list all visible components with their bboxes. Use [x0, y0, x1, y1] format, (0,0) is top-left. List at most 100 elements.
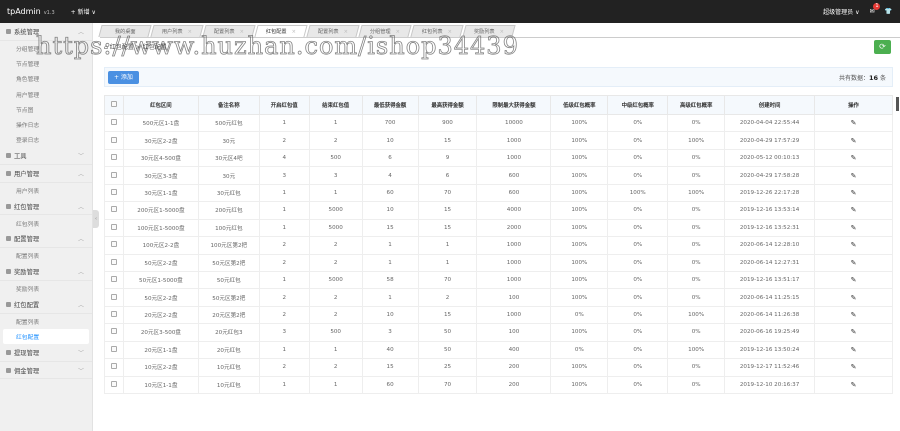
- edit-icon[interactable]: ✎: [850, 119, 857, 128]
- table-cell: 20元区2-2盘: [122, 305, 199, 325]
- scrollbar[interactable]: [896, 97, 899, 111]
- tab[interactable]: 红包配置 ×: [254, 25, 308, 37]
- table-cell: 1: [308, 375, 363, 395]
- sidebar-item[interactable]: 配置列表: [16, 254, 40, 261]
- table-row: 20元区3-500盘 20元红包3 3 500 3 50 100 100% 0% 0% 2020-0…: [104, 323, 893, 342]
- sidebar-item[interactable]: 分组管理: [16, 46, 40, 53]
- table-row: 50元区2-2盘 50元区第2把 2 2 1 2 100 100% 0% 0% 2020-06-14…: [104, 288, 893, 307]
- sidebar-item[interactable]: 用户列表: [16, 188, 40, 195]
- edit-icon[interactable]: ✎: [850, 380, 857, 389]
- row-checkbox[interactable]: [110, 171, 117, 178]
- table-cell: 30元区4吧: [197, 148, 260, 168]
- row-checkbox[interactable]: [110, 363, 117, 370]
- sidebar-collapse-handle[interactable]: ‹: [93, 210, 99, 228]
- edit-icon[interactable]: ✎: [850, 363, 857, 372]
- user-menu[interactable]: 超级管理员 ∨: [823, 9, 860, 16]
- tab[interactable]: 我的桌面: [98, 25, 152, 37]
- close-icon[interactable]: ×: [343, 29, 348, 35]
- message-icon[interactable]: ✉ 1: [869, 3, 881, 15]
- edit-icon[interactable]: ✎: [850, 171, 857, 180]
- edit-icon[interactable]: ✎: [850, 206, 857, 215]
- close-icon[interactable]: ×: [239, 29, 244, 35]
- row-checkbox[interactable]: [110, 311, 117, 318]
- sidebar-group[interactable]: 系统管理 ︿: [0, 23, 92, 41]
- sidebar-item[interactable]: 角色管理: [16, 77, 40, 84]
- row-checkbox[interactable]: [110, 276, 117, 283]
- close-icon[interactable]: ×: [291, 29, 296, 35]
- row-checkbox[interactable]: [110, 119, 117, 126]
- refresh-button[interactable]: ⟳: [874, 40, 891, 54]
- new-menu-button[interactable]: + 新增 ∨: [70, 9, 96, 16]
- row-checkbox[interactable]: [110, 293, 117, 300]
- brand-logo[interactable]: tpAdmin v1.3: [7, 7, 55, 16]
- table-row: 200元区1-5000盘 200元红包 1 5000 10 15 4000 100% 0% 0% 2…: [104, 201, 893, 220]
- sidebar-item[interactable]: 红包列表: [16, 221, 40, 228]
- sidebar-item[interactable]: 奖励列表: [16, 287, 40, 294]
- sidebar-item[interactable]: 配置列表: [16, 319, 40, 326]
- table-cell: 100%: [550, 148, 609, 168]
- edit-icon[interactable]: ✎: [850, 223, 857, 232]
- edit-icon[interactable]: ✎: [850, 345, 857, 354]
- row-checkbox[interactable]: [110, 241, 117, 248]
- sidebar-item[interactable]: 节点管理: [16, 61, 40, 68]
- row-checkbox[interactable]: [110, 328, 117, 335]
- edit-icon[interactable]: ✎: [850, 311, 857, 320]
- tab[interactable]: 分组管理 ×: [358, 25, 412, 37]
- tab[interactable]: 配置列表 ×: [202, 25, 256, 37]
- checkbox-cell: [104, 218, 124, 238]
- sidebar-group[interactable]: 配置管理 ︿: [0, 231, 92, 249]
- sidebar-item[interactable]: 登录日志: [16, 138, 40, 145]
- close-icon[interactable]: ×: [395, 29, 400, 35]
- row-checkbox[interactable]: [110, 223, 117, 230]
- row-checkbox[interactable]: [110, 206, 117, 213]
- edit-icon[interactable]: ✎: [850, 276, 857, 285]
- action-bar: + 添加 共有数据：16 条: [104, 67, 893, 87]
- menu-icon: [6, 302, 11, 308]
- table-cell: 5000: [308, 270, 363, 290]
- sidebar-group[interactable]: 奖励管理 ︿: [0, 263, 92, 281]
- table-cell: 100%: [667, 340, 726, 360]
- table-cell: 20元红包: [197, 340, 260, 360]
- tab[interactable]: 红包列表 ×: [410, 25, 464, 37]
- edit-icon[interactable]: ✎: [850, 136, 857, 145]
- edit-icon[interactable]: ✎: [850, 188, 857, 197]
- row-checkbox[interactable]: [110, 154, 117, 161]
- sidebar-item[interactable]: 节点图: [16, 107, 34, 114]
- row-checkbox[interactable]: [110, 380, 117, 387]
- select-all-checkbox[interactable]: [110, 101, 117, 107]
- sidebar-group[interactable]: 佣金管理 ﹀: [0, 362, 92, 380]
- row-checkbox[interactable]: [110, 188, 117, 195]
- sidebar-group[interactable]: 提现管理 ﹀: [0, 344, 92, 362]
- close-icon[interactable]: ×: [187, 29, 192, 35]
- tab[interactable]: 奖励列表 ×: [462, 25, 516, 37]
- table-cell: 500元区1-1盘: [122, 113, 199, 133]
- edit-icon[interactable]: ✎: [850, 293, 857, 302]
- sidebar-group[interactable]: 用户管理 ︿: [0, 165, 92, 183]
- edit-icon[interactable]: ✎: [850, 241, 857, 250]
- tab[interactable]: 配置列表 ×: [306, 25, 360, 37]
- chevron-down-icon: ﹀: [77, 350, 84, 358]
- table-cell: 200: [476, 375, 552, 395]
- row-checkbox[interactable]: [110, 345, 117, 352]
- close-icon[interactable]: ×: [447, 29, 452, 35]
- table-cell: 30元红包: [197, 183, 260, 203]
- sidebar-group[interactable]: 红包管理 ︿: [0, 198, 92, 216]
- sidebar-group-label: 工具: [14, 153, 27, 161]
- row-checkbox[interactable]: [110, 136, 117, 143]
- row-checkbox[interactable]: [110, 258, 117, 265]
- add-button[interactable]: + 添加: [108, 70, 139, 84]
- sidebar-group[interactable]: 红包配置 ︿: [0, 296, 92, 314]
- sidebar-item[interactable]: 用户管理: [16, 92, 40, 99]
- table-cell: 100%: [550, 183, 609, 203]
- close-icon[interactable]: ×: [499, 29, 504, 35]
- edit-icon[interactable]: ✎: [850, 154, 857, 163]
- sidebar-item[interactable]: 操作日志: [16, 123, 40, 130]
- tab[interactable]: 用户列表 ×: [150, 25, 204, 37]
- edit-icon[interactable]: ✎: [850, 328, 857, 337]
- sidebar-item[interactable]: 红包配置: [3, 329, 89, 345]
- edit-icon[interactable]: ✎: [850, 258, 857, 267]
- sidebar-group[interactable]: 工具 ﹀: [0, 148, 92, 166]
- table-cell: 100元区第2把: [197, 236, 260, 255]
- home-icon: ⌂: [104, 44, 108, 51]
- skin-icon[interactable]: 👕: [884, 8, 892, 15]
